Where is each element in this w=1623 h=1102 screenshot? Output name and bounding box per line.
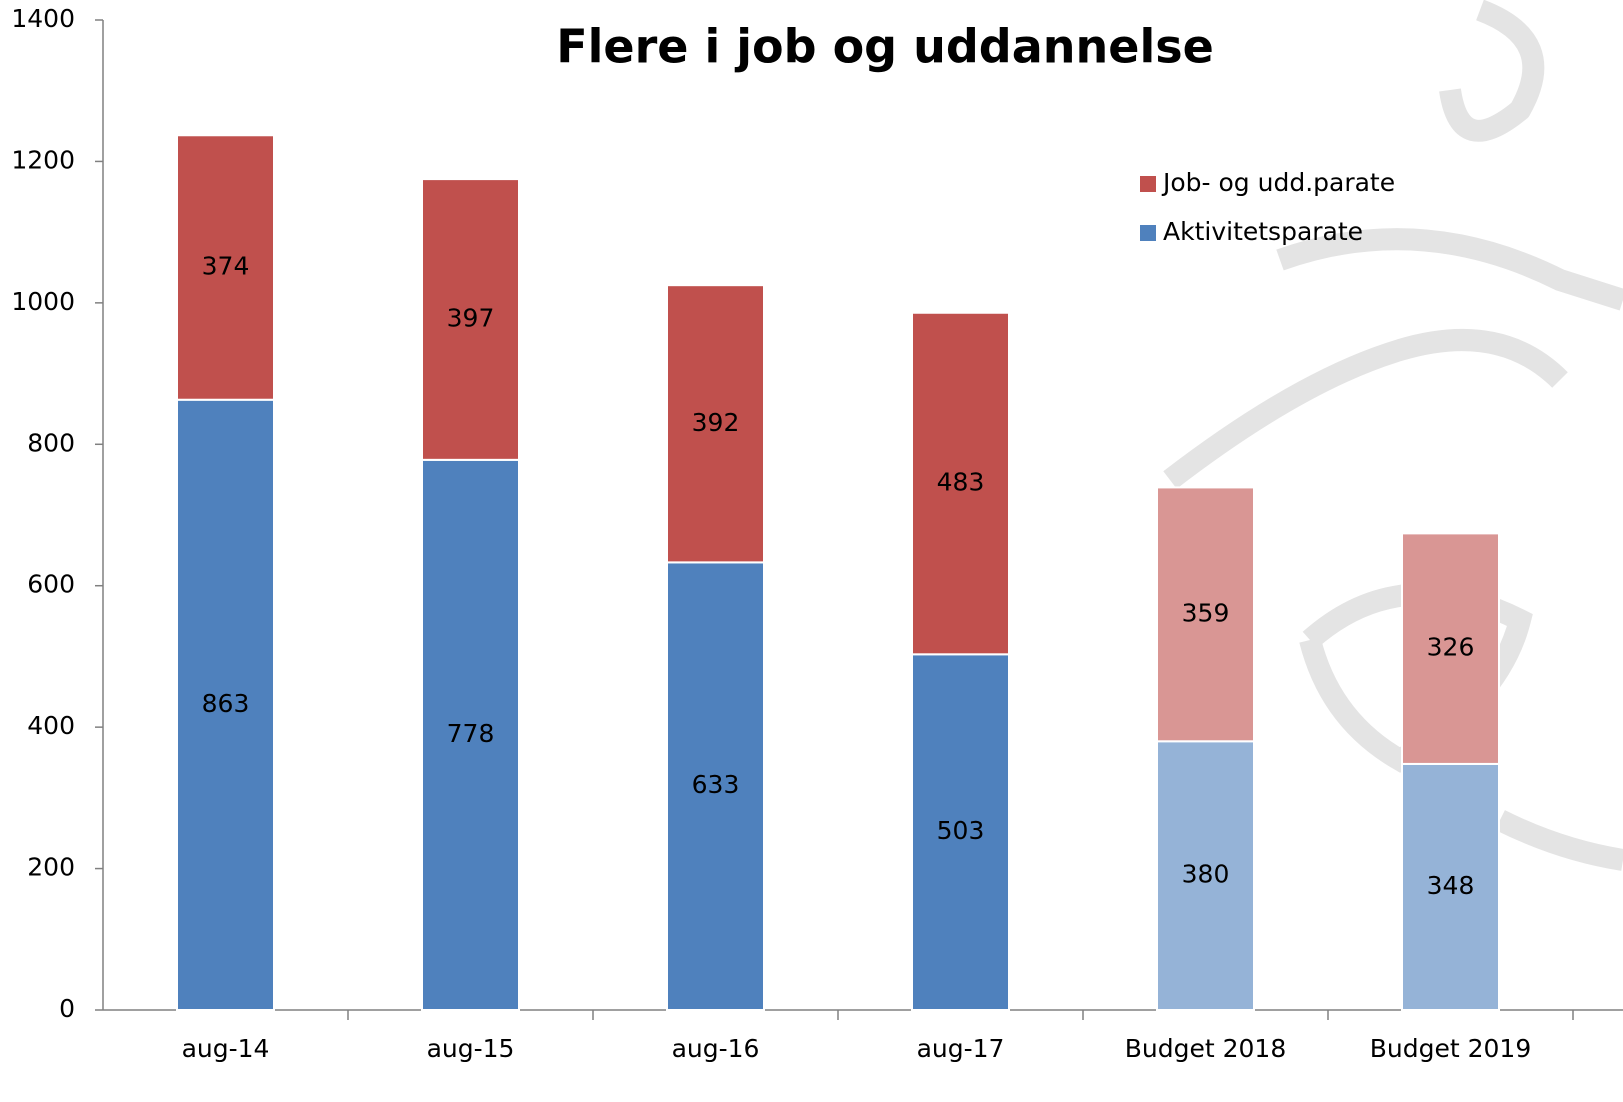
data-label: 778 [447,719,495,748]
bar-segment [911,653,1010,1011]
bar-segment [421,178,520,461]
data-label: 374 [202,252,250,281]
chart-title: Flere i job og uddannelse [556,20,1214,74]
y-tick-label: 600 [27,570,75,599]
y-tick-label: 200 [27,853,75,882]
bar-segment [666,284,765,564]
bar-segment [1156,486,1255,743]
y-tick-label: 1200 [11,145,75,174]
bar-segment [176,398,275,1011]
bar-segment [666,561,765,1012]
data-label: 503 [937,816,985,845]
x-tick-label: aug-16 [672,1034,760,1063]
y-tick-label: 1400 [11,4,75,33]
y-tick-label: 800 [27,428,75,457]
legend-label: Job- og udd.parate [1161,168,1395,197]
data-label: 863 [202,689,250,718]
x-tick-label: aug-14 [182,1034,270,1063]
legend-swatch [1140,225,1156,241]
data-label: 348 [1427,871,1475,900]
legend-label: Aktivitetsparate [1163,217,1363,246]
bar-segment [1401,532,1500,765]
data-label: 633 [692,770,740,799]
bar-segment [1156,740,1255,1011]
y-tick-label: 400 [27,711,75,740]
y-tick-label: 0 [59,994,75,1023]
x-tick-label: Budget 2018 [1125,1034,1287,1063]
watermark [1163,0,1623,871]
x-tick-label: aug-17 [917,1034,1005,1063]
data-label: 326 [1427,633,1475,662]
data-label: 392 [692,408,740,437]
data-label: 397 [447,303,495,332]
data-label: 380 [1182,860,1230,889]
legend-swatch [1140,176,1156,192]
bar-segment [911,311,1010,656]
data-label: 359 [1182,598,1230,627]
y-tick-label: 1000 [11,287,75,316]
x-tick-label: aug-15 [427,1034,515,1063]
x-tick-label: Budget 2019 [1370,1034,1532,1063]
data-label: 483 [937,468,985,497]
bar-segment [176,134,275,401]
